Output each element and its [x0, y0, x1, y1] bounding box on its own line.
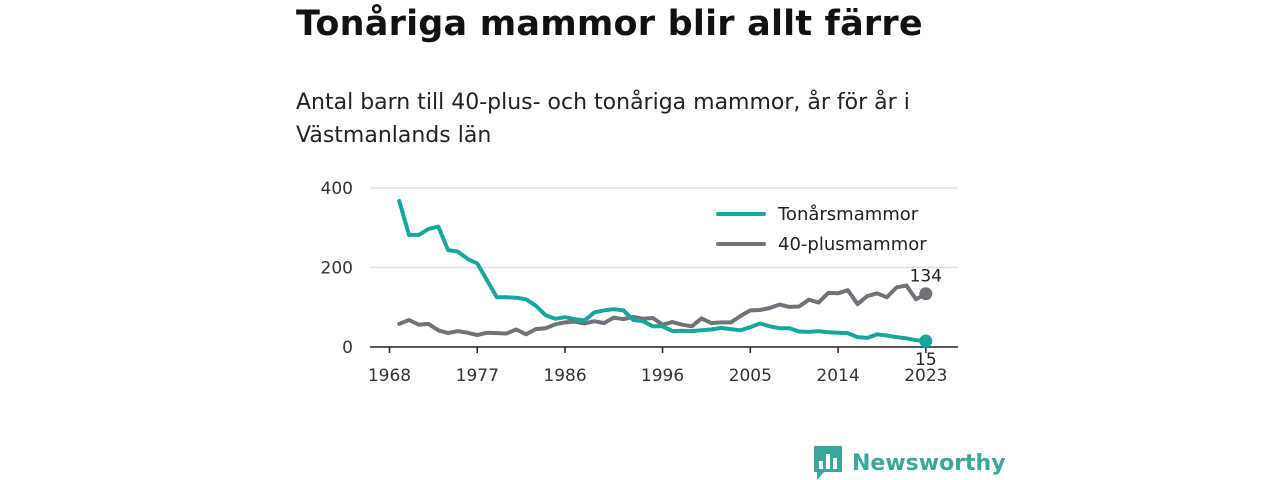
end-value-label: 134	[910, 267, 942, 287]
x-tick-label: 2023	[904, 366, 947, 386]
line-chart: 0 200 400 1968 1977 1986 1996 2005 2014 2023 Ton…	[321, 179, 958, 386]
x-tick-label: 1968	[368, 366, 411, 386]
legend-label: Tonårsmammor	[777, 204, 919, 225]
x-tick-label: 2014	[816, 366, 859, 386]
x-tick-label: 1996	[641, 366, 684, 386]
series-endpoint	[919, 287, 933, 301]
grid-lines: 0 200 400	[321, 179, 958, 358]
series-lines	[397, 199, 933, 348]
bar-chart-icon	[814, 446, 842, 480]
y-tick-label: 0	[342, 338, 353, 358]
brand-name: Newsworthy	[852, 450, 1006, 476]
legend-label: 40-plusmammor	[778, 234, 927, 255]
series-endpoint	[919, 334, 933, 348]
legend: Tonårsmammor 40-plusmammor	[716, 204, 927, 255]
x-tick-label: 1986	[543, 366, 586, 386]
y-tick-label: 200	[321, 259, 353, 279]
end-labels: 134 15	[910, 267, 942, 370]
brand-logo: Newsworthy	[814, 446, 1006, 480]
x-tick-label: 2005	[729, 366, 772, 386]
end-value-label: 15	[915, 350, 937, 370]
series-line	[397, 199, 928, 343]
chart-subtitle: Antal barn till 40-plus- och tonåriga ma…	[296, 90, 910, 148]
axes: 1968 1977 1986 1996 2005 2014 2023	[368, 346, 958, 386]
chart-title: Tonåriga mammor blir allt färre	[296, 4, 923, 44]
y-tick-label: 400	[321, 179, 353, 199]
x-tick-label: 1977	[456, 366, 499, 386]
